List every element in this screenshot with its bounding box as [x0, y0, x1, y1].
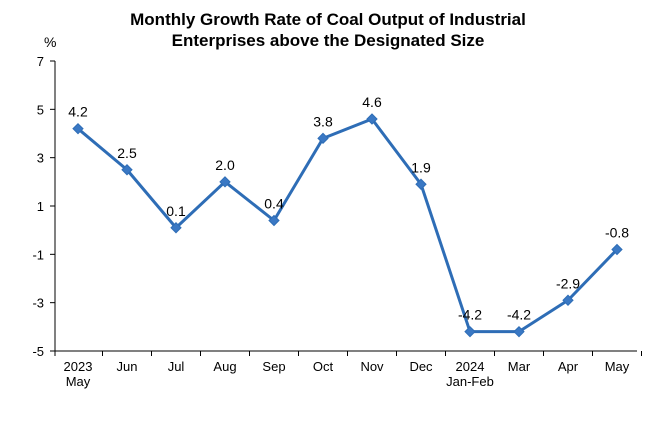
data-label: -2.9	[556, 275, 580, 291]
data-label: -4.2	[507, 307, 531, 323]
data-point-marker	[366, 113, 378, 125]
x-tick-label: Jan-Feb	[446, 374, 494, 389]
data-point-marker	[415, 178, 427, 190]
x-tick-label: Jun	[117, 359, 138, 374]
x-tick-label: Dec	[409, 359, 433, 374]
data-point-marker	[121, 164, 133, 176]
data-label: 2.5	[117, 145, 137, 161]
data-point-marker	[72, 122, 84, 135]
data-label: 3.8	[313, 113, 333, 129]
data-point-marker	[170, 222, 182, 234]
data-label: 4.2	[68, 104, 88, 120]
data-point-marker	[513, 325, 525, 338]
data-point-marker	[464, 325, 476, 338]
x-tick-label: Oct	[313, 359, 334, 374]
y-tick-label: 5	[37, 102, 44, 117]
data-point-marker	[268, 214, 280, 227]
y-tick-label: 3	[37, 151, 44, 166]
data-point-marker	[317, 132, 329, 145]
data-label: 4.6	[362, 94, 382, 110]
data-label: 0.4	[264, 196, 284, 212]
data-markers	[72, 113, 623, 338]
x-tick-label: May	[605, 359, 630, 374]
data-point-marker	[562, 294, 574, 306]
y-unit-label: %	[44, 34, 56, 50]
series-line	[77, 117, 619, 334]
x-tick-label: May	[66, 374, 91, 389]
data-labels: 4.2 2.5 0.1 2.0 0.4 3.8 4.6 1.9 -4.2 -4.2 -2.9 -0.8	[68, 94, 629, 323]
data-point-marker	[219, 176, 231, 188]
x-tick-label: Mar	[508, 359, 531, 374]
x-tick-label: Aug	[213, 359, 236, 374]
data-label: 0.1	[166, 203, 186, 219]
x-tick-label: Jul	[168, 359, 185, 374]
x-tick-label: 2024	[456, 359, 485, 374]
y-tick-label: -3	[32, 296, 44, 311]
chart-title-line-1: Monthly Growth Rate of Coal Output of In…	[130, 10, 526, 29]
x-tick-label: Sep	[262, 359, 285, 374]
data-label: -0.8	[605, 225, 629, 241]
y-ticks: 7 5 3 1 -1 -3 -5	[32, 54, 55, 359]
x-tick-label: Apr	[558, 359, 579, 374]
data-label: 1.9	[411, 159, 431, 175]
data-point-marker	[611, 243, 623, 256]
x-tick-label: 2023	[64, 359, 93, 374]
data-label: -4.2	[458, 307, 482, 323]
y-tick-label: 7	[37, 54, 44, 69]
chart-title-line-2: Enterprises above the Designated Size	[172, 31, 485, 50]
y-tick-label: 1	[37, 199, 44, 214]
x-tick-label: Nov	[360, 359, 384, 374]
data-label: 2.0	[215, 157, 235, 173]
y-tick-label: -1	[32, 247, 44, 262]
y-tick-label: -5	[32, 344, 44, 359]
